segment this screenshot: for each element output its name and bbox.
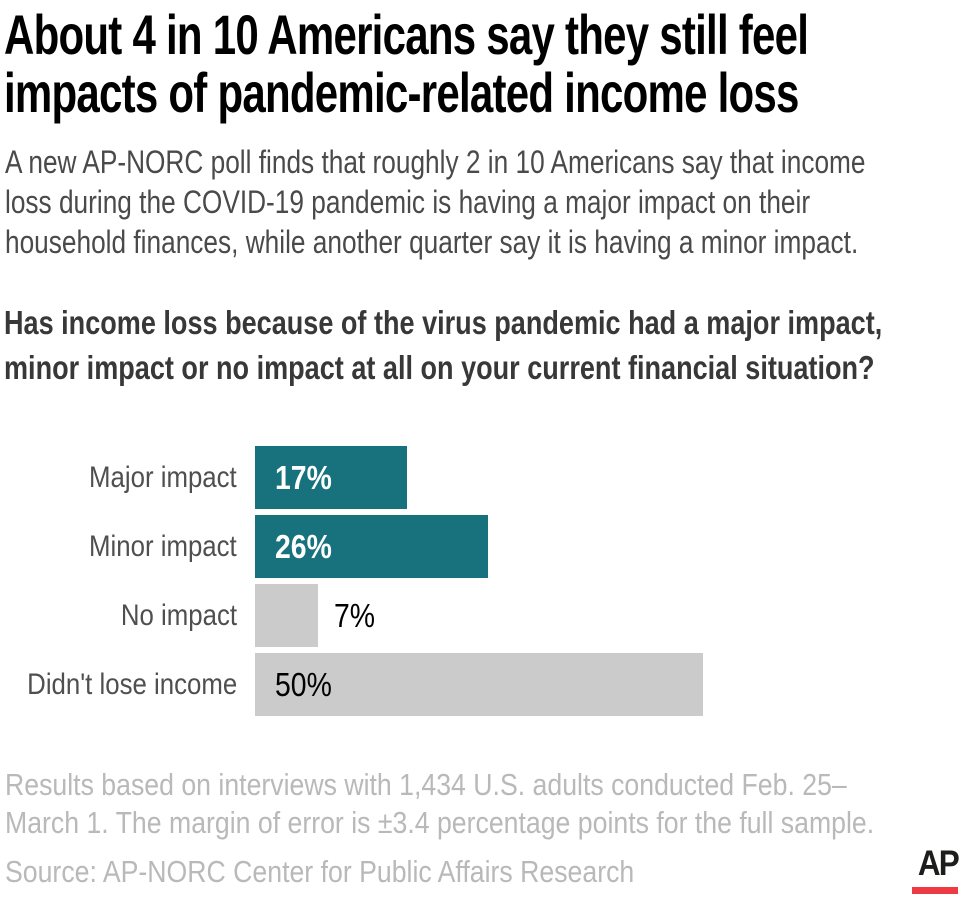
subtitle-line-3: household finances, while another quarte… [5,224,859,260]
ap-logo-text: AP [917,844,960,883]
bar-category-label: No impact [120,598,237,632]
ap-logo-red-underline [912,887,958,894]
bar-value-label: 26% [275,527,332,565]
chart-row: No impact 7% [0,584,966,647]
bar: 17% [255,446,407,509]
question-line-2: minor impact or no impact at all on your… [4,349,875,386]
bar-value-label: 7% [334,596,376,634]
source-credit: Source: AP-NORC Center for Public Affair… [5,854,635,889]
subtitle-line-1: A new AP-NORC poll finds that roughly 2 … [5,144,866,180]
chart-row: Major impact 17% [0,446,966,509]
title-line-1: About 4 in 10 Americans say they still f… [4,3,809,66]
source-row: Source: AP-NORC Center for Public Affair… [5,854,966,890]
methodology-note: Results based on interviews with 1,434 U… [5,766,966,842]
page-title: About 4 in 10 Americans say they still f… [4,6,966,122]
question-line-1: Has income loss because of the virus pan… [4,304,883,341]
survey-question: Has income loss because of the virus pan… [4,300,966,390]
bar-category-label: Major impact [89,460,237,494]
methodology-note-line-2: March 1. The margin of error is ±3.4 per… [5,805,875,840]
bar-category-label: Minor impact [89,529,237,563]
bar-value-label: 17% [275,458,332,496]
bar: 26% [255,515,488,578]
bar [255,584,318,647]
ap-logo: AP [912,844,960,894]
subtitle: A new AP-NORC poll finds that roughly 2 … [5,142,966,262]
infographic: About 4 in 10 Americans say they still f… [0,6,966,900]
bar-value-label: 50% [275,665,332,703]
chart-row: Minor impact 26% [0,515,966,578]
bar: 50% [255,653,703,716]
bar-chart: Major impact 17% Minor impact 26% No impact 7… [0,446,966,716]
methodology-note-line-1: Results based on interviews with 1,434 U… [5,767,847,802]
title-line-2: impacts of pandemic-related income loss [4,61,799,124]
subtitle-line-2: loss during the COVID-19 pandemic is hav… [5,184,811,220]
chart-row: Didn't lose income 50% [0,653,966,716]
bar-category-label: Didn't lose income [26,667,237,701]
